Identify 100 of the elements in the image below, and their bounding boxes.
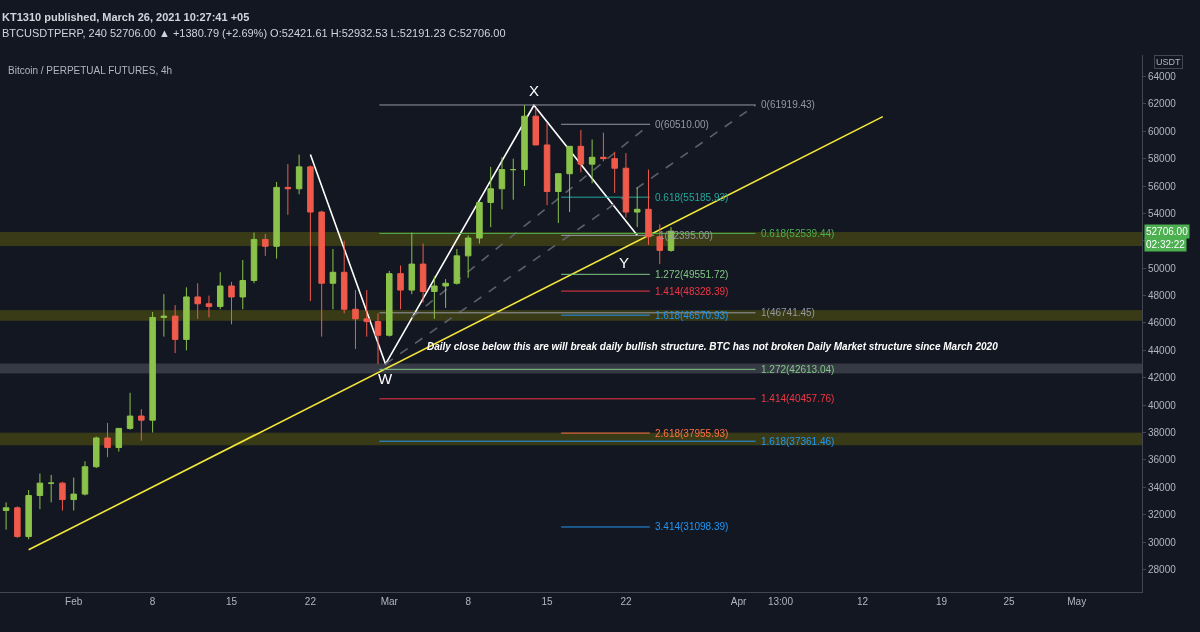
series-label: 1.618(46570.93)	[655, 310, 729, 321]
text: 52706.00	[1146, 226, 1189, 237]
candlestick	[194, 282, 201, 320]
candlestick	[59, 481, 66, 512]
candlestick	[216, 271, 224, 310]
candlestick	[464, 234, 472, 279]
candlestick	[104, 422, 111, 458]
candlestick	[149, 311, 156, 433]
x-tick-label: Apr	[730, 596, 748, 607]
y-tick-label: 32000	[1148, 509, 1177, 521]
candlestick	[329, 248, 337, 310]
candlestick	[126, 392, 134, 431]
candlestick	[397, 264, 404, 310]
y-tick-label: 34000	[1148, 481, 1177, 493]
series-label: 0(61919.43)	[761, 99, 815, 110]
candlestick	[262, 233, 269, 257]
candlestick	[25, 489, 32, 540]
candlestick	[318, 210, 325, 338]
candlestick	[14, 505, 21, 539]
x-tick-label: 22	[304, 596, 317, 607]
candlestick	[115, 427, 123, 453]
x-tick-label: Mar	[380, 596, 399, 607]
candlestick	[543, 122, 551, 206]
x-tick-label: 25	[1003, 596, 1016, 607]
y-tick-label: 42000	[1148, 372, 1177, 384]
candlestick	[374, 312, 382, 365]
candlestick	[284, 163, 292, 216]
series-label: 0.618(52539.44)	[761, 228, 835, 239]
annotation: Daily close below this are will break daily bullish structure. BTC has not broken Daily Market structure since March 2020	[427, 341, 999, 352]
candlestick	[352, 289, 359, 350]
series-label: 1.414(40457.76)	[761, 393, 835, 404]
y-tick-label: 40000	[1148, 399, 1177, 411]
x-tick-label: 19	[935, 596, 948, 607]
candlestick	[566, 145, 573, 213]
x-tick-label: 15	[541, 596, 554, 607]
candlestick	[588, 138, 596, 184]
series-label: 3.414(31098.39)	[655, 521, 729, 532]
candlestick	[36, 473, 44, 510]
candlestick	[363, 289, 370, 338]
candlestick	[611, 151, 618, 194]
candlestick	[228, 281, 235, 325]
y-tick-label: 58000	[1148, 153, 1177, 165]
chart-title: KT1310 published, March 26, 2021 10:27:41 +05	[2, 11, 250, 23]
candlestick	[521, 104, 528, 187]
candlestick	[408, 232, 416, 295]
candlestick	[532, 107, 540, 146]
x-tick-label: 8	[465, 596, 472, 607]
y-tick-label: 28000	[1148, 563, 1177, 575]
candlestick	[250, 232, 258, 284]
candlestick	[2, 501, 10, 531]
candlestick	[419, 243, 427, 303]
candlestick	[577, 129, 585, 173]
y-tick-label: 54000	[1148, 207, 1177, 219]
y-tick-label: 36000	[1148, 454, 1177, 466]
candlestick	[273, 181, 280, 260]
series-label: 1.272(49551.72)	[655, 269, 729, 280]
candlestick	[307, 164, 314, 302]
candlestick	[160, 293, 168, 338]
y-tick-label: 56000	[1148, 180, 1177, 192]
y-tick-label: 48000	[1148, 290, 1177, 302]
x-tick-label: 8	[149, 596, 156, 607]
candlestick	[555, 173, 562, 224]
x-tick-label: Feb	[65, 596, 83, 607]
candlestick	[138, 408, 145, 442]
x-tick-label: 15	[225, 596, 238, 607]
candlestick	[476, 200, 483, 245]
candlestick	[509, 158, 517, 201]
candlestick	[93, 436, 100, 469]
y-tick-label: 38000	[1148, 426, 1177, 438]
annotation: W	[378, 370, 393, 387]
series-label: 0(60510.00)	[655, 119, 709, 130]
y-tick-label: 44000	[1148, 344, 1177, 356]
chart-subtitle: BTCUSDTPERP, 240 52706.00 ▲ +1380.79 (+2.69%) O:52421.61 H:52932.53 L:52191.23 C:52706.00	[2, 27, 506, 39]
candlestick	[487, 166, 494, 228]
series-label: 1.272(42613.04)	[761, 364, 835, 375]
candlestick	[205, 295, 213, 318]
candlestick	[645, 169, 652, 246]
candlestick	[70, 477, 77, 512]
series-label: 1.414(48328.39)	[655, 286, 729, 297]
candlestick	[81, 460, 89, 496]
candlestick	[442, 278, 449, 309]
y-tick-label: 30000	[1148, 536, 1177, 548]
y-tick-label: 60000	[1148, 125, 1177, 137]
candlestick	[47, 474, 55, 503]
annotation: Bitcoin / PERPETUAL FUTURES, 4h	[8, 65, 173, 76]
series-label: 1(46741.45)	[761, 307, 815, 318]
annotation: X	[529, 82, 540, 99]
candlestick	[600, 132, 607, 162]
candlestick	[239, 259, 247, 310]
y-tick-label: 50000	[1148, 262, 1177, 274]
series-label: 2.618(37955.93)	[655, 428, 729, 439]
candlestick	[622, 152, 630, 219]
candlestick	[498, 156, 506, 210]
x-tick-label: 12	[857, 596, 869, 607]
y-tick-label: 46000	[1148, 317, 1177, 329]
candlestick	[633, 186, 641, 228]
x-tick-label: 13:00	[767, 596, 794, 607]
series-label: 1.618(37361.46)	[761, 436, 835, 447]
x-tick-label: May	[1067, 596, 1087, 607]
text: 02:32:22	[1146, 239, 1186, 250]
